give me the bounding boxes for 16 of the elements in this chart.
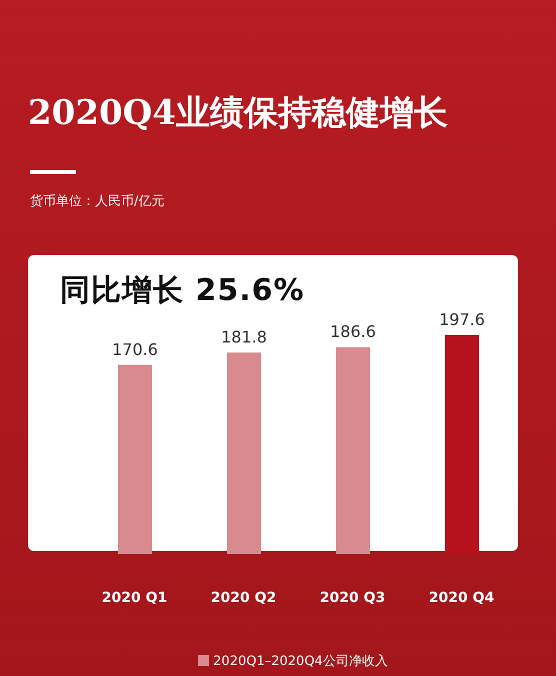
x-tick-label: 2020 Q2 [210,590,276,606]
bar [227,352,261,554]
data-label: 181.8 [221,328,267,347]
text: 货币单位：人民币/亿元 [30,193,164,210]
data-label: 170.6 [112,340,158,359]
x-tick-label: 2020 Q4 [428,590,494,606]
x-tick-label: 2020 Q3 [320,590,386,606]
bar [118,364,152,554]
legend-label: 2020Q1–2020Q4公司净收入 [213,654,388,669]
data-label: 197.6 [439,310,485,329]
text: 同比增长 25.6% [60,272,306,310]
x-tick-label: 2020 Q1 [102,590,168,606]
bar [445,335,479,554]
data-label: 186.6 [330,322,376,342]
chart-title: 2020Q4业绩保持稳健增长 [28,92,448,135]
bar [336,347,370,554]
